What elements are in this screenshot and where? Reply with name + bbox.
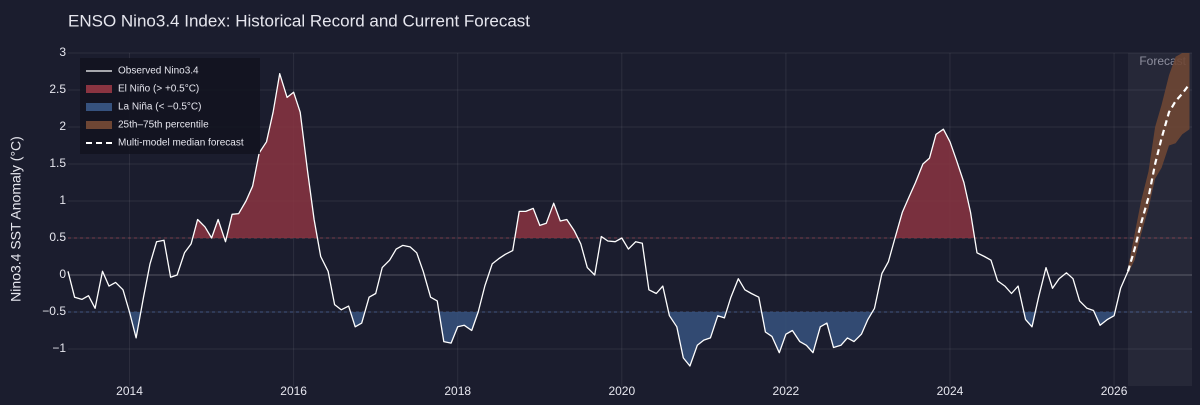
y-tick-label: 2.5 xyxy=(49,82,66,96)
legend: Observed Nino3.4 El Niño (> +0.5°C) La Niñ… xyxy=(80,58,260,154)
legend-label: Observed Nino3.4 xyxy=(118,66,199,77)
y-tick-label: 0.5 xyxy=(49,230,66,244)
x-tick-label: 2020 xyxy=(608,384,635,398)
legend-label: Multi-model median forecast xyxy=(118,138,244,149)
legend-swatch xyxy=(86,121,112,129)
y-tick-label: −1 xyxy=(52,341,66,355)
legend-swatch xyxy=(86,103,112,111)
y-axis-title: Nino3.4 SST Anomaly (°C) xyxy=(8,136,24,302)
y-tick-label: 1.5 xyxy=(49,156,66,170)
y-tick-label: 1 xyxy=(59,193,66,207)
legend-label: La Niña (< −0.5°C) xyxy=(118,102,202,113)
x-tick-label: 2024 xyxy=(937,384,964,398)
la-nina-fill xyxy=(68,312,1128,366)
legend-label: El Niño (> +0.5°C) xyxy=(118,84,199,95)
observed-line xyxy=(67,73,1129,367)
y-tick-label: 0 xyxy=(59,267,66,281)
x-tick-label: 2014 xyxy=(116,384,143,398)
y-tick-label: 2 xyxy=(59,119,66,133)
x-tick-label: 2018 xyxy=(444,384,471,398)
chart-title: ENSO Nino3.4 Index: Historical Record an… xyxy=(68,11,530,30)
x-tick-label: 2016 xyxy=(280,384,307,398)
y-tick-label: 3 xyxy=(59,45,66,59)
el-nino-fill xyxy=(68,73,1128,238)
legend-label: 25th–75th percentile xyxy=(118,120,209,131)
median-forecast-line xyxy=(1126,83,1191,272)
legend-swatch xyxy=(86,85,112,93)
x-tick-label: 2026 xyxy=(1101,384,1128,398)
x-tick-label: 2022 xyxy=(773,384,800,398)
y-tick-label: −0.5 xyxy=(42,304,66,318)
